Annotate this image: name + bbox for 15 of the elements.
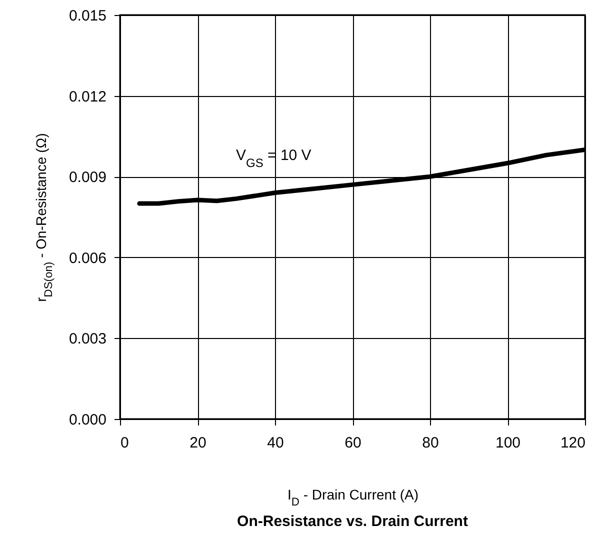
x-tick-label: 60 bbox=[344, 434, 362, 452]
y-tick-label: 0.009 bbox=[68, 169, 106, 186]
text: On-Resistance vs. Drain Current bbox=[237, 513, 468, 530]
y-tick-label: 0.003 bbox=[68, 330, 106, 348]
x-tick-label: 80 bbox=[422, 434, 439, 452]
y-tick-label: 0.012 bbox=[68, 88, 106, 106]
y-tick-label: 0.015 bbox=[68, 8, 106, 24]
x-tick-label: 120 bbox=[560, 434, 586, 452]
x-tick-label: 20 bbox=[190, 434, 206, 452]
x-tick-label: 40 bbox=[267, 434, 284, 452]
y-tick-label: 0.000 bbox=[68, 412, 106, 428]
x-axis-title: I$_{D}$ - Drain Current (A) bbox=[287, 486, 419, 508]
y-tick-label: 0.006 bbox=[68, 250, 106, 267]
x-tick-label: 0 bbox=[120, 434, 129, 452]
x-tick-label: 100 bbox=[495, 434, 521, 452]
